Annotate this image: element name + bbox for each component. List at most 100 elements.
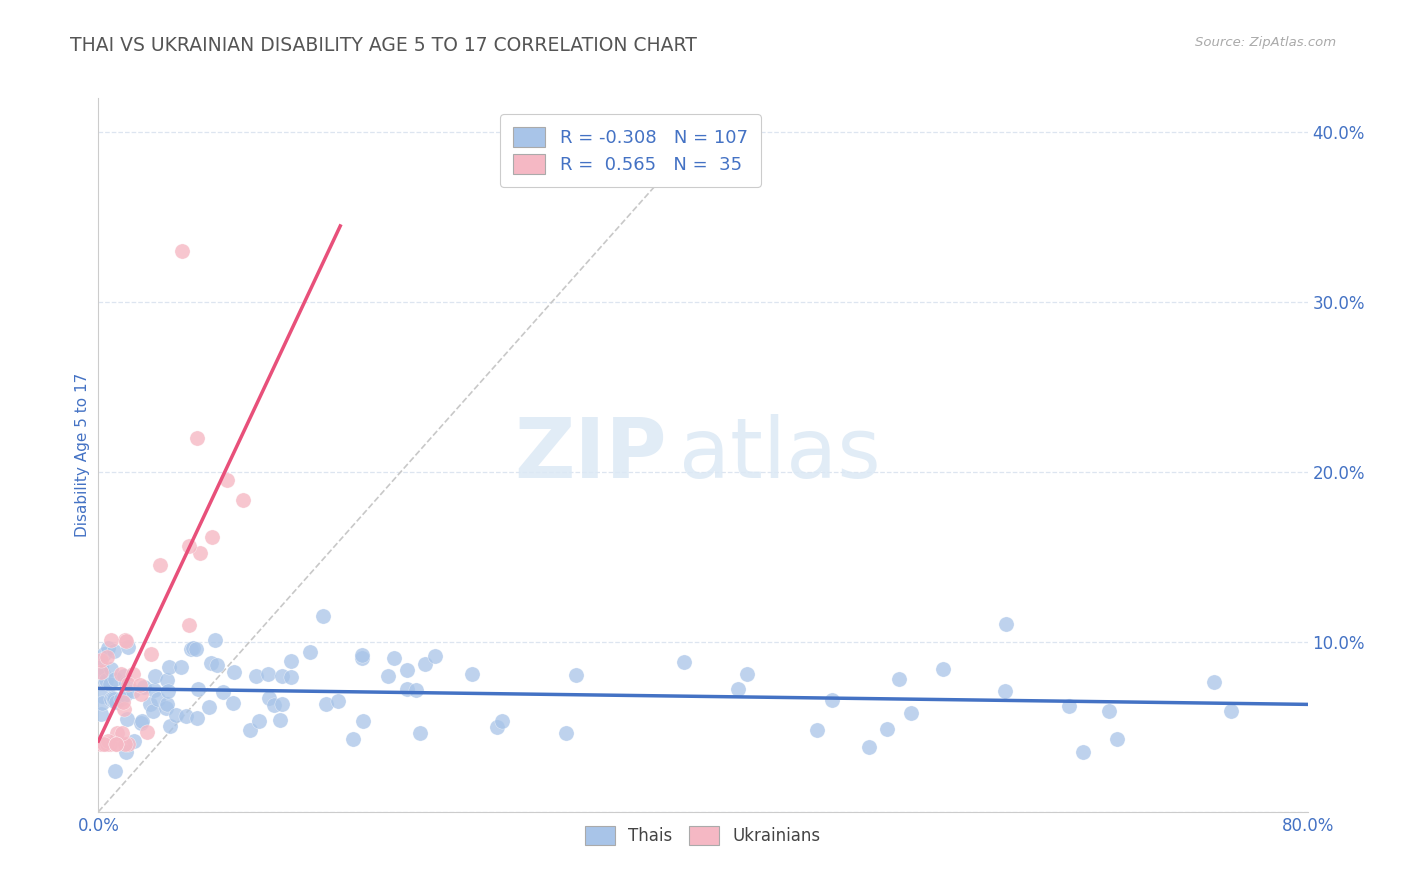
Point [858, 739, 880, 754]
Point [94, 674, 117, 689]
Point [735, 666, 758, 681]
Point [117, 640, 139, 654]
Point [98, 737, 121, 751]
Point [122, 667, 145, 681]
Point [93, 737, 115, 751]
Point [222, 665, 245, 680]
Point [423, 648, 446, 663]
Point [115, 634, 138, 648]
Point [105, 695, 128, 709]
Point [995, 617, 1018, 632]
Point [413, 657, 436, 671]
Point [377, 669, 399, 683]
Point [149, 558, 172, 572]
Point [257, 666, 280, 681]
Point [409, 726, 432, 740]
Point [98, 677, 121, 691]
Point [205, 658, 228, 673]
Text: atlas: atlas [679, 415, 880, 495]
Y-axis label: Disability Age 5 to 17: Disability Age 5 to 17 [75, 373, 90, 537]
Legend: Thais, Ukrainians: Thais, Ukrainians [576, 818, 830, 854]
Point [245, 669, 267, 683]
Point [900, 706, 922, 721]
Point [115, 745, 138, 759]
Point [136, 725, 159, 739]
Point [114, 688, 136, 702]
Point [405, 683, 427, 698]
Point [1202, 675, 1225, 690]
Point [156, 684, 179, 698]
Point [326, 693, 349, 707]
Point [114, 669, 136, 683]
Point [143, 669, 166, 683]
Point [90, 737, 112, 751]
Point [342, 731, 364, 746]
Point [103, 694, 125, 708]
Point [114, 737, 136, 751]
Point [103, 691, 125, 706]
Point [122, 734, 145, 748]
Point [115, 712, 138, 726]
Point [555, 726, 578, 740]
Point [461, 667, 484, 681]
Point [1098, 704, 1121, 718]
Point [174, 708, 197, 723]
Point [352, 651, 374, 665]
Point [215, 474, 238, 488]
Point [157, 660, 180, 674]
Point [114, 676, 136, 690]
Text: THAI VS UKRAINIAN DISABILITY AGE 5 TO 17 CORRELATION CHART: THAI VS UKRAINIAN DISABILITY AGE 5 TO 17… [70, 36, 697, 54]
Point [101, 690, 124, 705]
Point [280, 654, 302, 668]
Point [170, 244, 193, 258]
Point [932, 663, 955, 677]
Point [104, 672, 127, 686]
Point [110, 666, 132, 681]
Point [486, 720, 509, 734]
Point [90, 706, 112, 721]
Point [491, 714, 513, 728]
Point [91, 667, 114, 681]
Point [186, 641, 208, 656]
Point [269, 713, 291, 727]
Point [212, 684, 235, 698]
Point [100, 662, 122, 676]
Point [198, 699, 221, 714]
Point [806, 723, 828, 738]
Point [200, 657, 222, 671]
Point [396, 663, 419, 677]
Point [186, 431, 208, 445]
Point [90, 689, 112, 703]
Point [96, 673, 118, 687]
Point [103, 644, 125, 658]
Point [994, 684, 1017, 698]
Point [247, 714, 270, 728]
Point [222, 696, 245, 710]
Point [352, 714, 374, 729]
Point [114, 632, 136, 647]
Point [257, 690, 280, 705]
Point [201, 530, 224, 544]
Point [110, 691, 132, 706]
Point [93, 647, 115, 661]
Point [352, 648, 374, 662]
Point [100, 632, 122, 647]
Point [169, 660, 191, 674]
Point [122, 683, 145, 698]
Point [382, 651, 405, 665]
Point [104, 764, 127, 778]
Point [1219, 704, 1241, 718]
Point [564, 668, 586, 682]
Point [117, 737, 139, 751]
Point [1107, 732, 1129, 747]
Point [97, 640, 120, 655]
Point [155, 701, 177, 715]
Point [271, 669, 294, 683]
Point [90, 659, 112, 673]
Point [887, 672, 910, 686]
Point [263, 698, 285, 712]
Point [180, 642, 202, 657]
Point [129, 678, 152, 692]
Point [188, 546, 211, 560]
Point [239, 723, 262, 737]
